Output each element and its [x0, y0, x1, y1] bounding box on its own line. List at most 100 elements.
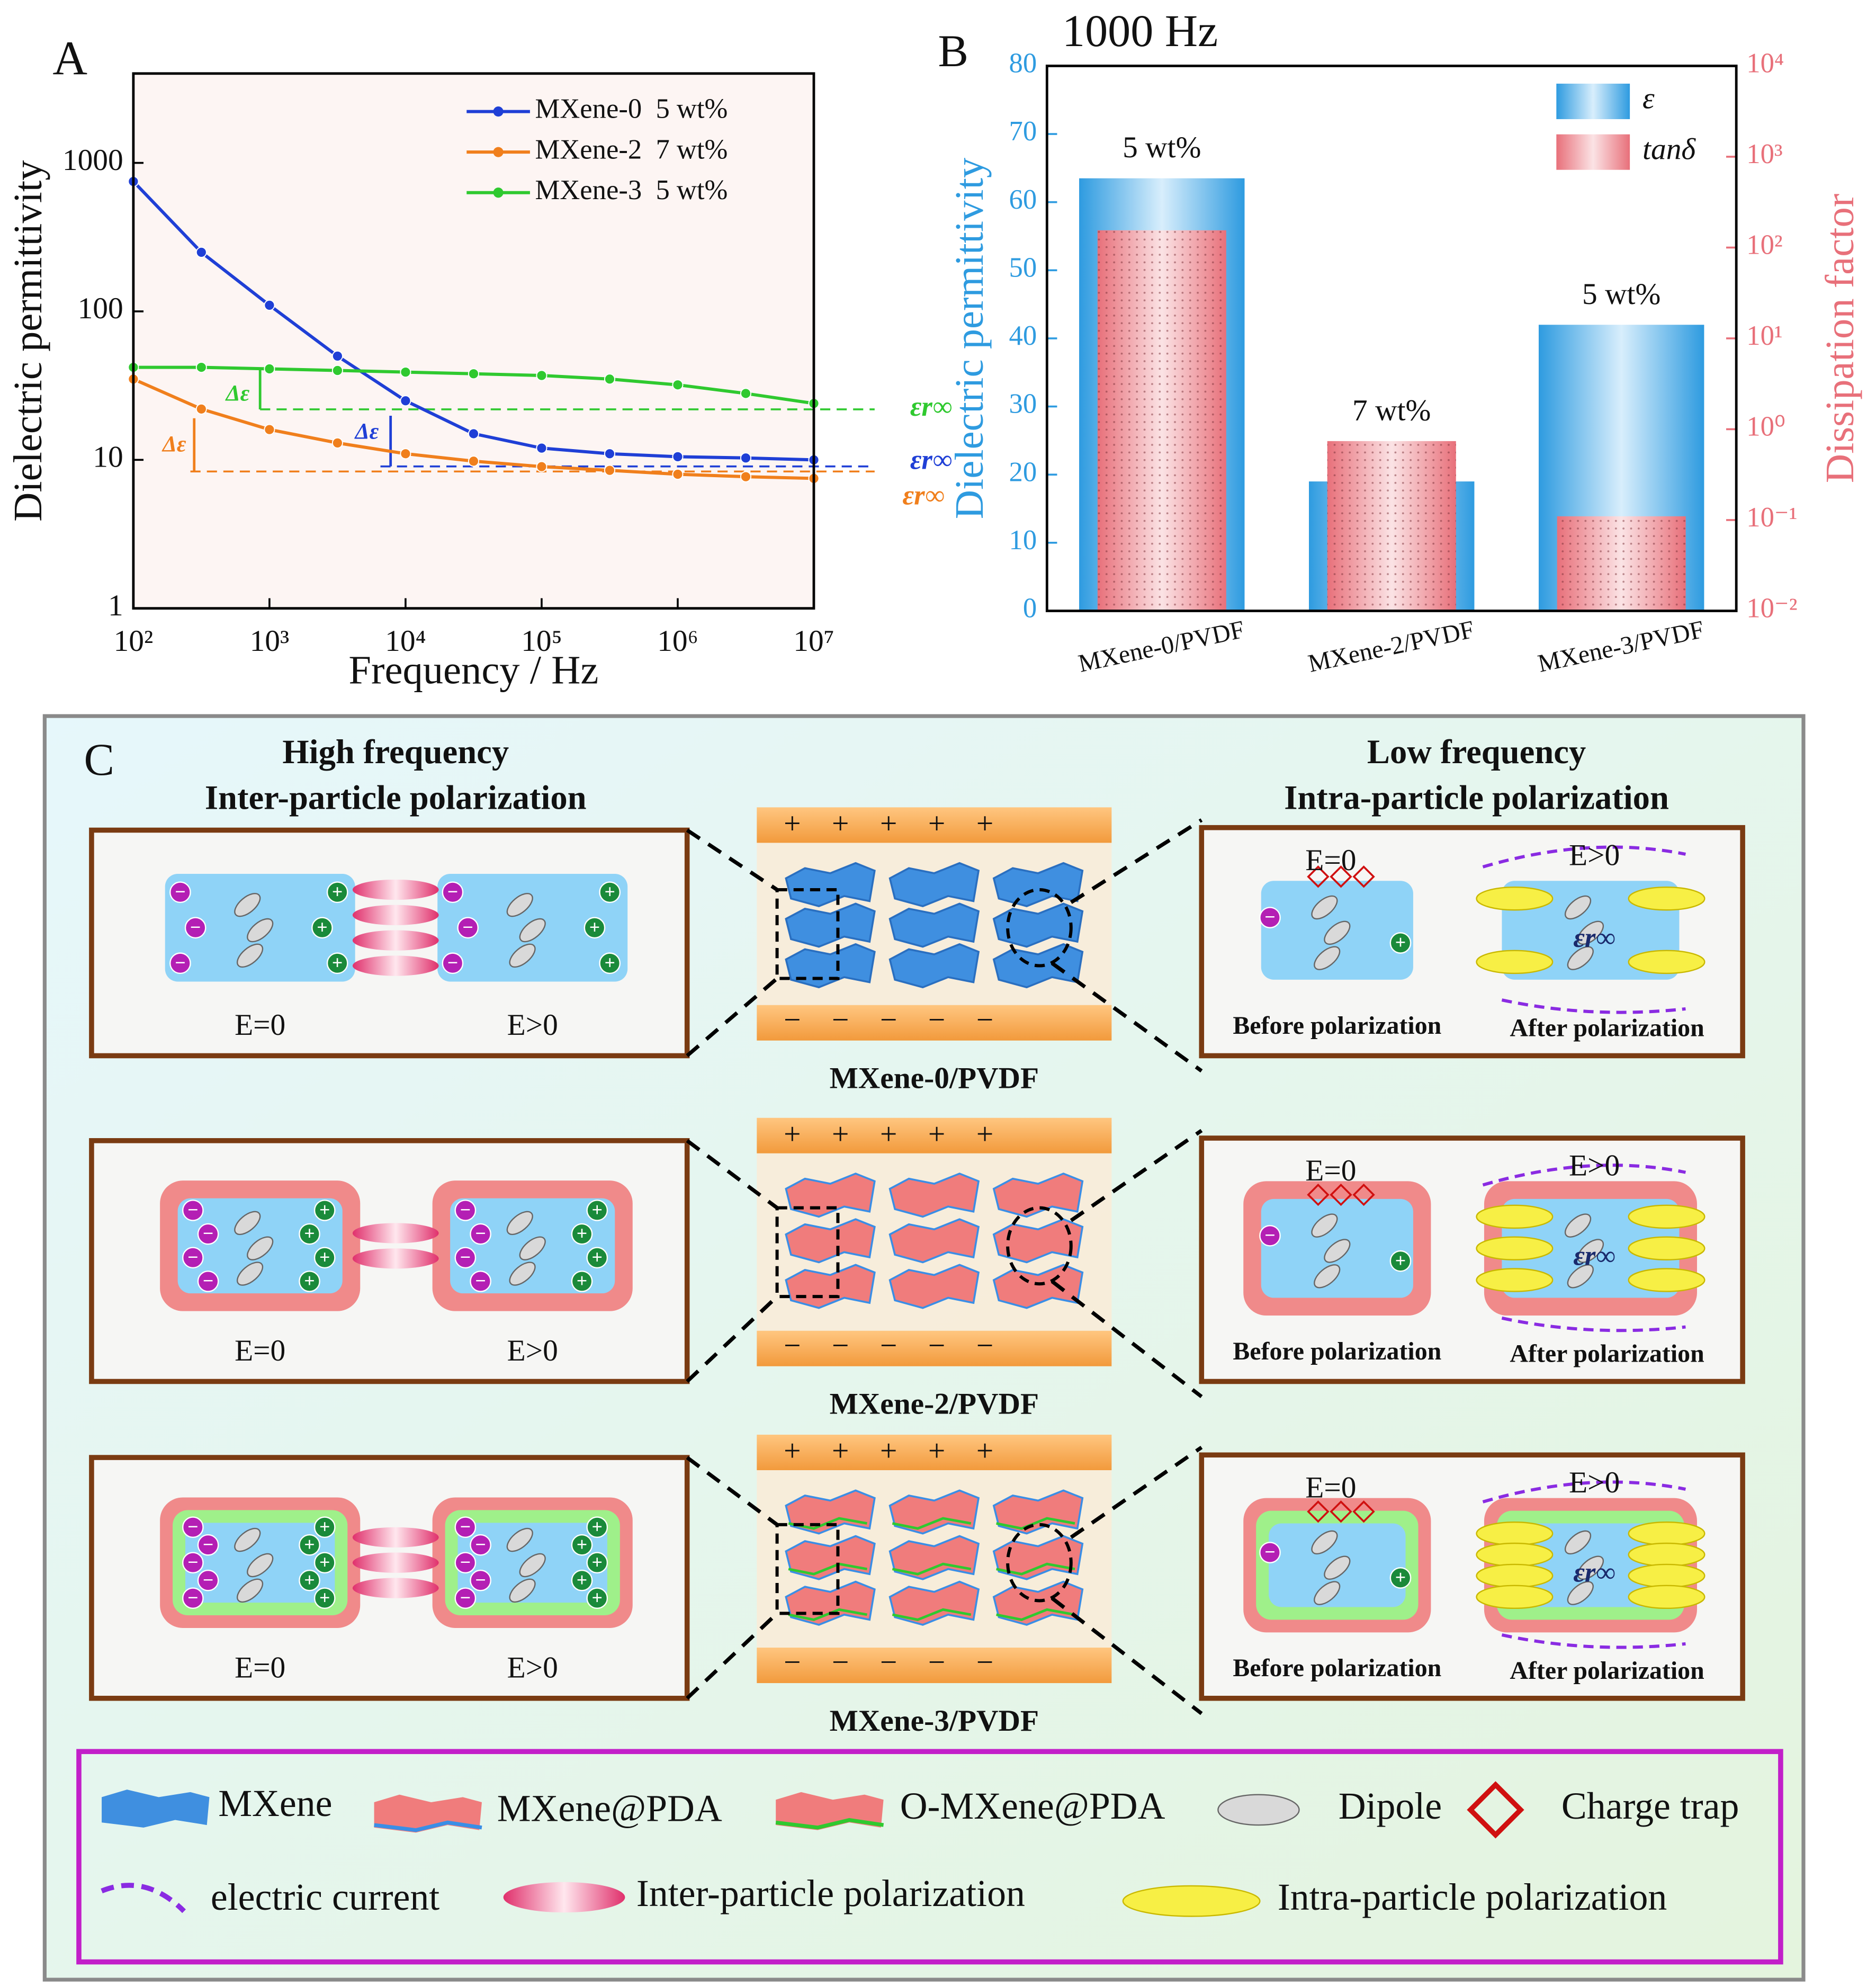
charge — [313, 1587, 336, 1609]
y-tick-label: 100 — [78, 292, 123, 325]
data-point — [604, 373, 615, 385]
charge-sign: − — [175, 952, 185, 973]
plate-sign: − — [928, 1646, 945, 1679]
charge — [1389, 1250, 1412, 1272]
flake — [992, 1580, 1084, 1626]
zoom-square — [775, 1206, 840, 1299]
charge — [571, 1569, 593, 1591]
flake-layer — [788, 1608, 867, 1621]
intra-polarization — [1628, 1585, 1706, 1609]
state-label: E=0 — [235, 1334, 285, 1367]
y-tick-label: 1000 — [62, 144, 123, 177]
y-tick-label: 20 — [1009, 457, 1037, 487]
charge-sign: + — [304, 1569, 315, 1590]
data-point — [468, 428, 479, 440]
charge-sign: − — [187, 1516, 198, 1537]
charge-sign: + — [577, 1223, 587, 1244]
plate-sign: − — [784, 1003, 801, 1036]
icon-mxene-pda-layer — [374, 1820, 482, 1832]
charge — [571, 1534, 593, 1556]
data-point — [264, 363, 275, 375]
charge — [470, 1569, 491, 1591]
y2-tick-label: 10⁻² — [1746, 593, 1797, 624]
icon-inter — [503, 1882, 625, 1913]
charge — [454, 1200, 477, 1221]
charge — [1259, 1542, 1281, 1563]
y-tick-label: 40 — [1009, 320, 1037, 351]
charge-sign: + — [592, 1246, 603, 1267]
plate-sign: + — [784, 807, 801, 840]
inter-polarization — [352, 1223, 439, 1244]
charge-sign: − — [190, 916, 201, 937]
dipole — [1577, 1239, 1604, 1263]
dipole — [247, 918, 274, 943]
charge — [197, 1271, 219, 1292]
charge-sign: + — [319, 1587, 330, 1608]
dipole — [1311, 895, 1338, 920]
dipole — [1567, 1581, 1594, 1605]
heading: Intra-particle polarization — [1284, 778, 1669, 816]
x-tick-label: 10⁷ — [793, 624, 834, 658]
charge-sign: − — [460, 1199, 471, 1220]
y-tick-label: 60 — [1009, 184, 1037, 215]
y-axis-label: Dielectric permittivity — [947, 158, 992, 519]
x-tick-label: MXene-3/PVDF — [1536, 615, 1707, 678]
flake — [888, 943, 980, 989]
charge-sign: − — [475, 1569, 486, 1590]
charge — [586, 1552, 608, 1574]
y-tick-label: 0 — [1023, 593, 1037, 624]
plate-sign: − — [928, 1329, 945, 1362]
zoom-square — [775, 1523, 840, 1615]
charge — [442, 881, 464, 903]
inter-polarization — [352, 1552, 439, 1573]
dipole — [519, 918, 546, 943]
charge-trap — [1307, 1500, 1330, 1523]
y2-axis-label: Dissipation factor — [1817, 194, 1862, 483]
y-tick-label: 10 — [93, 441, 123, 474]
caption: After polarization — [1510, 1340, 1704, 1368]
x-tick-label: 10³ — [250, 624, 290, 658]
panel-label: B — [938, 25, 968, 76]
charge — [313, 1200, 336, 1221]
icon-charge-trap — [1467, 1781, 1524, 1839]
charge-sign: − — [460, 1246, 471, 1267]
composite-label: MXene-2/PVDF — [830, 1388, 1039, 1421]
flake — [785, 1535, 876, 1580]
zoom-line — [1051, 1280, 1203, 1399]
legend-swatch — [1556, 83, 1630, 119]
icon-current — [101, 1883, 186, 1913]
charge-sign: − — [460, 1516, 471, 1537]
current-arrow — [1501, 1316, 1686, 1332]
data-point — [672, 468, 684, 480]
annotation: εr∞ — [910, 445, 953, 476]
legend-marker — [493, 187, 504, 198]
plate-sign: + — [880, 807, 897, 840]
x-tick-label: 10⁵ — [521, 624, 562, 658]
charge-sign: + — [332, 881, 343, 902]
charge — [313, 1247, 336, 1269]
charge-trap — [1352, 1500, 1375, 1523]
charge-sign: + — [319, 1199, 330, 1220]
data-point — [672, 451, 684, 462]
flake-layer — [996, 1517, 1075, 1530]
plate-sign: − — [976, 1646, 993, 1679]
dipole — [1314, 946, 1341, 970]
charge — [182, 1516, 204, 1538]
data-point — [740, 471, 751, 482]
charge-sign: + — [577, 1569, 587, 1590]
current-arrow — [1482, 1480, 1686, 1504]
charge — [457, 917, 479, 939]
charge-sign: + — [604, 881, 615, 902]
charge — [326, 881, 348, 903]
charge — [299, 1271, 320, 1292]
charge — [326, 952, 348, 974]
charge-sign: − — [475, 1270, 486, 1291]
x-tick-label: 10² — [114, 624, 154, 658]
charge-trap — [1330, 1183, 1352, 1206]
data-point — [536, 442, 547, 454]
bar-annotation: 5 wt% — [1582, 278, 1660, 311]
legend-label: ε — [1642, 82, 1655, 115]
plate-sign: − — [832, 1646, 849, 1679]
state-label: E=0 — [235, 1651, 285, 1684]
zoom-line — [1070, 1129, 1203, 1222]
